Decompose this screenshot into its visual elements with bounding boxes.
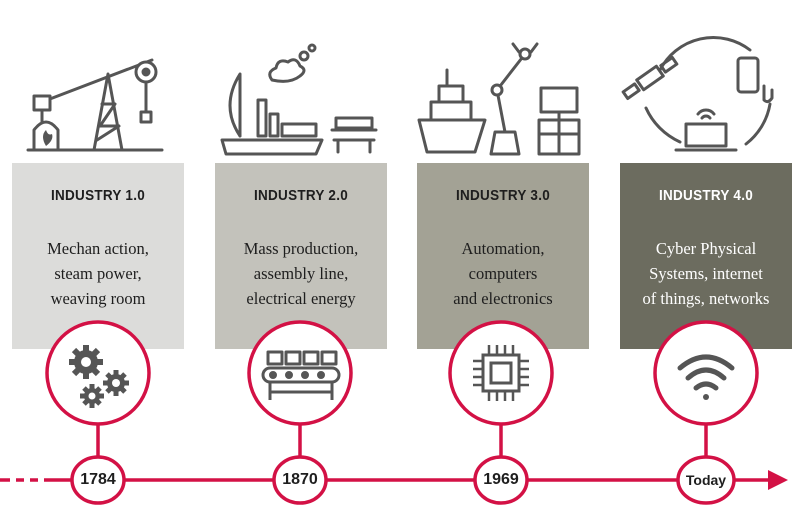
stage-panel-industry-1: INDUSTRY 1.0 Mechan action, steam power,… xyxy=(12,163,184,349)
conveyor-belt-icon xyxy=(261,350,341,400)
stage-icon-circle xyxy=(247,320,353,426)
oil-pump-and-furnace-icon xyxy=(26,58,164,152)
stage-description: Cyber Physical Systems, internet of thin… xyxy=(642,239,770,308)
ship-robot-arm-computer-icon xyxy=(417,42,581,156)
steamship-and-conveyor-icon xyxy=(220,43,378,156)
stage-title: INDUSTRY 2.0 xyxy=(253,187,349,204)
year-label: Today xyxy=(685,472,727,488)
stage-icon-circle xyxy=(448,320,554,426)
timeline-arrow-head xyxy=(768,470,788,490)
year-label: 1870 xyxy=(282,471,318,488)
year-oval xyxy=(473,455,529,505)
stage-description: Automation, computers and electronics xyxy=(453,239,553,308)
stage-description: Mass production, assembly line, electric… xyxy=(243,239,359,308)
stage-title: INDUSTRY 1.0 xyxy=(50,187,146,204)
stage-panel-industry-2: INDUSTRY 2.0 Mass production, assembly l… xyxy=(215,163,387,349)
stage-description: Mechan action, steam power, weaving room xyxy=(47,239,149,308)
stage-panel-industry-4: INDUSTRY 4.0 Cyber Physical Systems, int… xyxy=(620,163,792,349)
year-label: 1969 xyxy=(483,471,519,488)
year-oval xyxy=(272,455,328,505)
stage-icon-circle xyxy=(653,320,759,426)
stage-title: INDUSTRY 3.0 xyxy=(455,187,551,204)
year-oval xyxy=(676,455,736,505)
satellite-phone-laptop-icon xyxy=(621,36,774,152)
stage-title: INDUSTRY 4.0 xyxy=(658,187,754,204)
year-oval xyxy=(70,455,126,505)
microchip-icon xyxy=(473,345,529,401)
year-label: 1784 xyxy=(80,471,116,488)
gears-icon xyxy=(69,345,129,408)
wifi-icon xyxy=(677,354,735,400)
stage-panel-industry-3: INDUSTRY 3.0 Automation, computers and e… xyxy=(417,163,589,349)
